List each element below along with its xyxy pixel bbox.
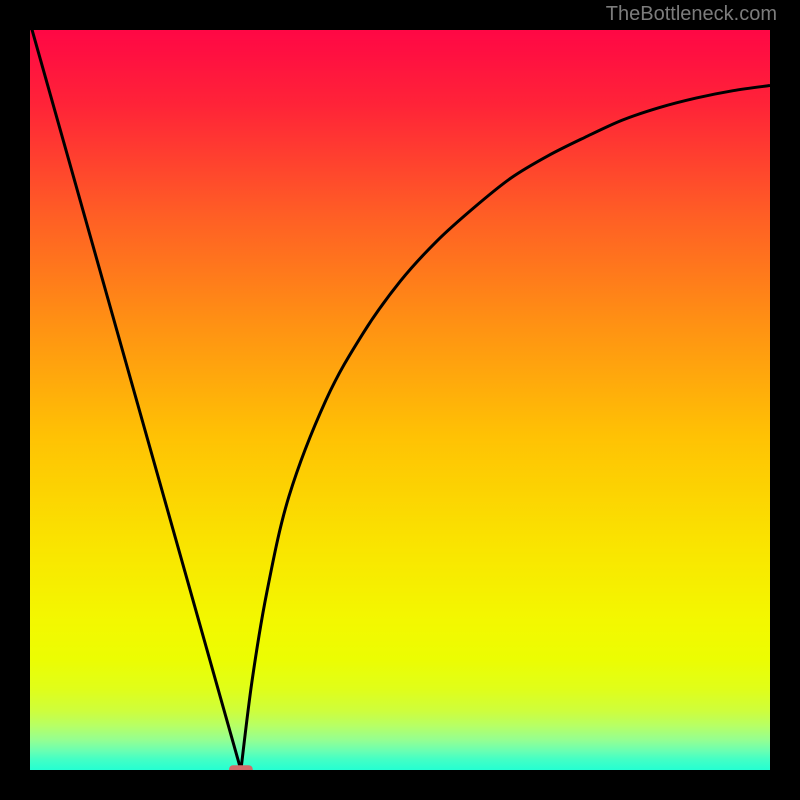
- watermark-text: TheBottleneck.com: [606, 3, 777, 26]
- minimum-marker: [229, 765, 253, 770]
- chart-container: TheBottleneck.com: [0, 0, 800, 800]
- plot-svg: [30, 30, 770, 770]
- gradient-background: [30, 30, 770, 770]
- plot-area: [30, 30, 770, 770]
